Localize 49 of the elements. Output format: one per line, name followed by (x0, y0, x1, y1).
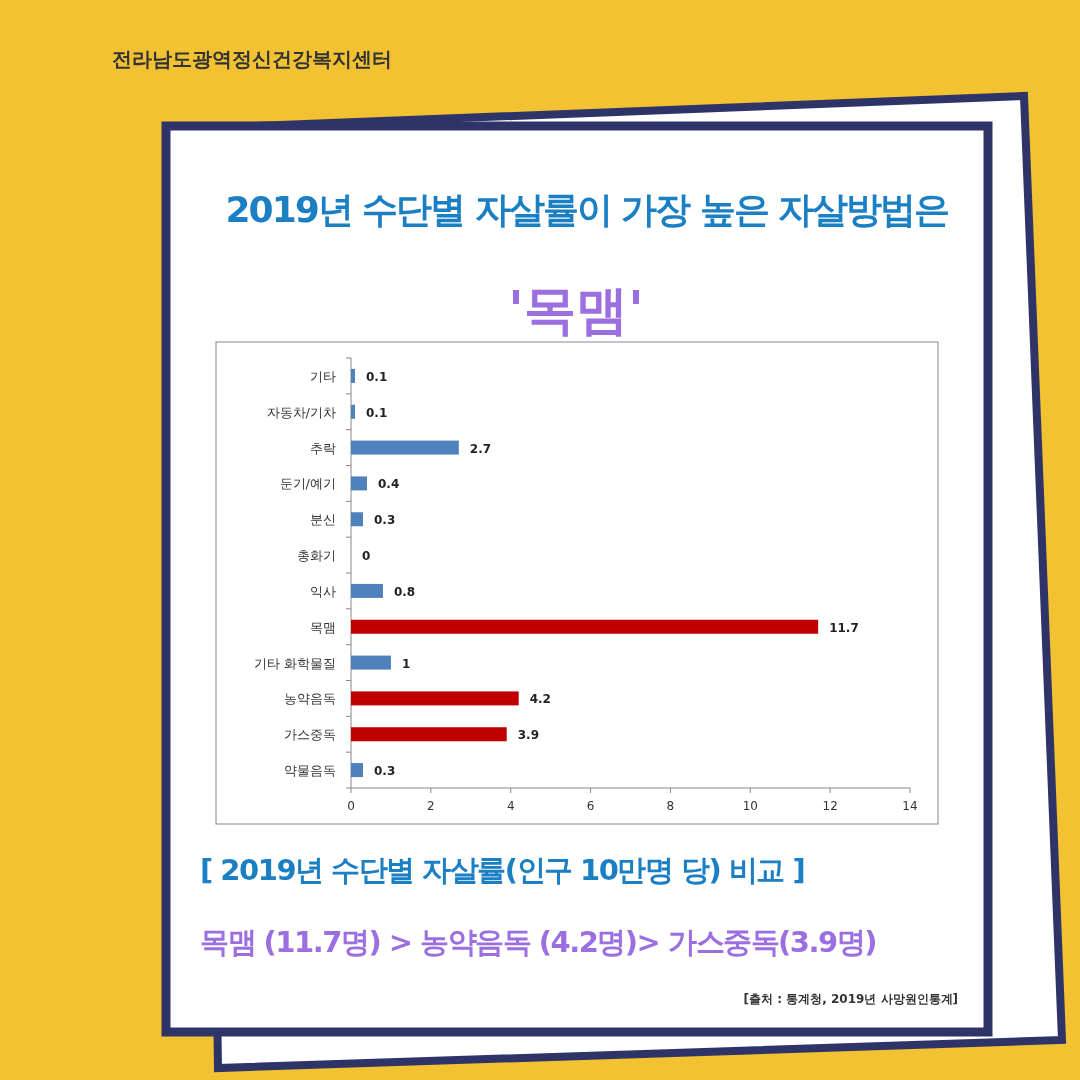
y-tick-label: 둔기/예기 (279, 476, 336, 492)
x-tick-label: 12 (822, 799, 838, 813)
text: 목맴 (11.7명) > 농약음독 (4.2명)> 가스중독(3.9명) (200, 925, 876, 959)
x-tick-label: 2 (427, 799, 435, 813)
data-label: 0.8 (393, 584, 416, 599)
x-tick-label: 0 (347, 799, 355, 813)
chart-subtitle: '목맴' (508, 280, 644, 340)
data-label: 0.1 (365, 405, 388, 420)
chart-title: 2019년 수단별 자살률이 가장 높은 자살방법은 (225, 189, 949, 230)
text: [ 2019년 수단별 자살률(인구 10만명 당) 비교 ] (200, 853, 805, 887)
data-label: 0.4 (377, 477, 400, 492)
y-tick-label: 총화기 (297, 548, 336, 564)
x-tick-label: 6 (586, 799, 595, 813)
y-tick-label: 가스중독 (284, 727, 336, 743)
y-tick-label: 추락 (310, 440, 336, 456)
bar (351, 512, 363, 527)
y-tick-label: 농약음독 (284, 691, 336, 707)
data-label: 0.3 (373, 764, 396, 779)
y-tick-label: 기타 (310, 368, 336, 384)
bar (351, 368, 355, 383)
y-tick-label: 분신 (310, 512, 336, 528)
bar (351, 655, 391, 670)
bar (351, 440, 459, 455)
y-tick-label: 익사 (310, 583, 336, 599)
text: 전라남도광역정신건강복지센터 (112, 47, 392, 71)
data-label: 0.1 (365, 369, 388, 384)
data-label: 0 (362, 549, 371, 564)
x-tick-label: 4 (506, 799, 515, 813)
bar (351, 476, 367, 491)
x-tick-label: 14 (902, 799, 918, 813)
data-label: 0.3 (373, 513, 396, 528)
y-tick-label: 약물음독 (284, 763, 336, 779)
text: [출처 : 통계청, 2019년 사망원인통계] (743, 992, 958, 1006)
y-tick-label: 목맴 (310, 619, 336, 635)
y-tick-label: 자동차/기차 (266, 404, 336, 420)
y-tick-label: 기타 화학물질 (253, 655, 336, 671)
x-tick-label: 10 (742, 799, 758, 813)
bar (351, 763, 363, 778)
data-label: 4.2 (529, 692, 551, 707)
data-label: 1 (401, 656, 411, 671)
bar (351, 404, 355, 419)
data-label: 2.7 (469, 441, 492, 456)
bar (351, 691, 519, 706)
data-label: 11.7 (829, 620, 859, 635)
bar (351, 619, 819, 634)
bar (351, 727, 507, 742)
x-tick-label: 8 (666, 799, 675, 813)
bar (351, 583, 383, 598)
data-label: 3.9 (517, 728, 539, 743)
